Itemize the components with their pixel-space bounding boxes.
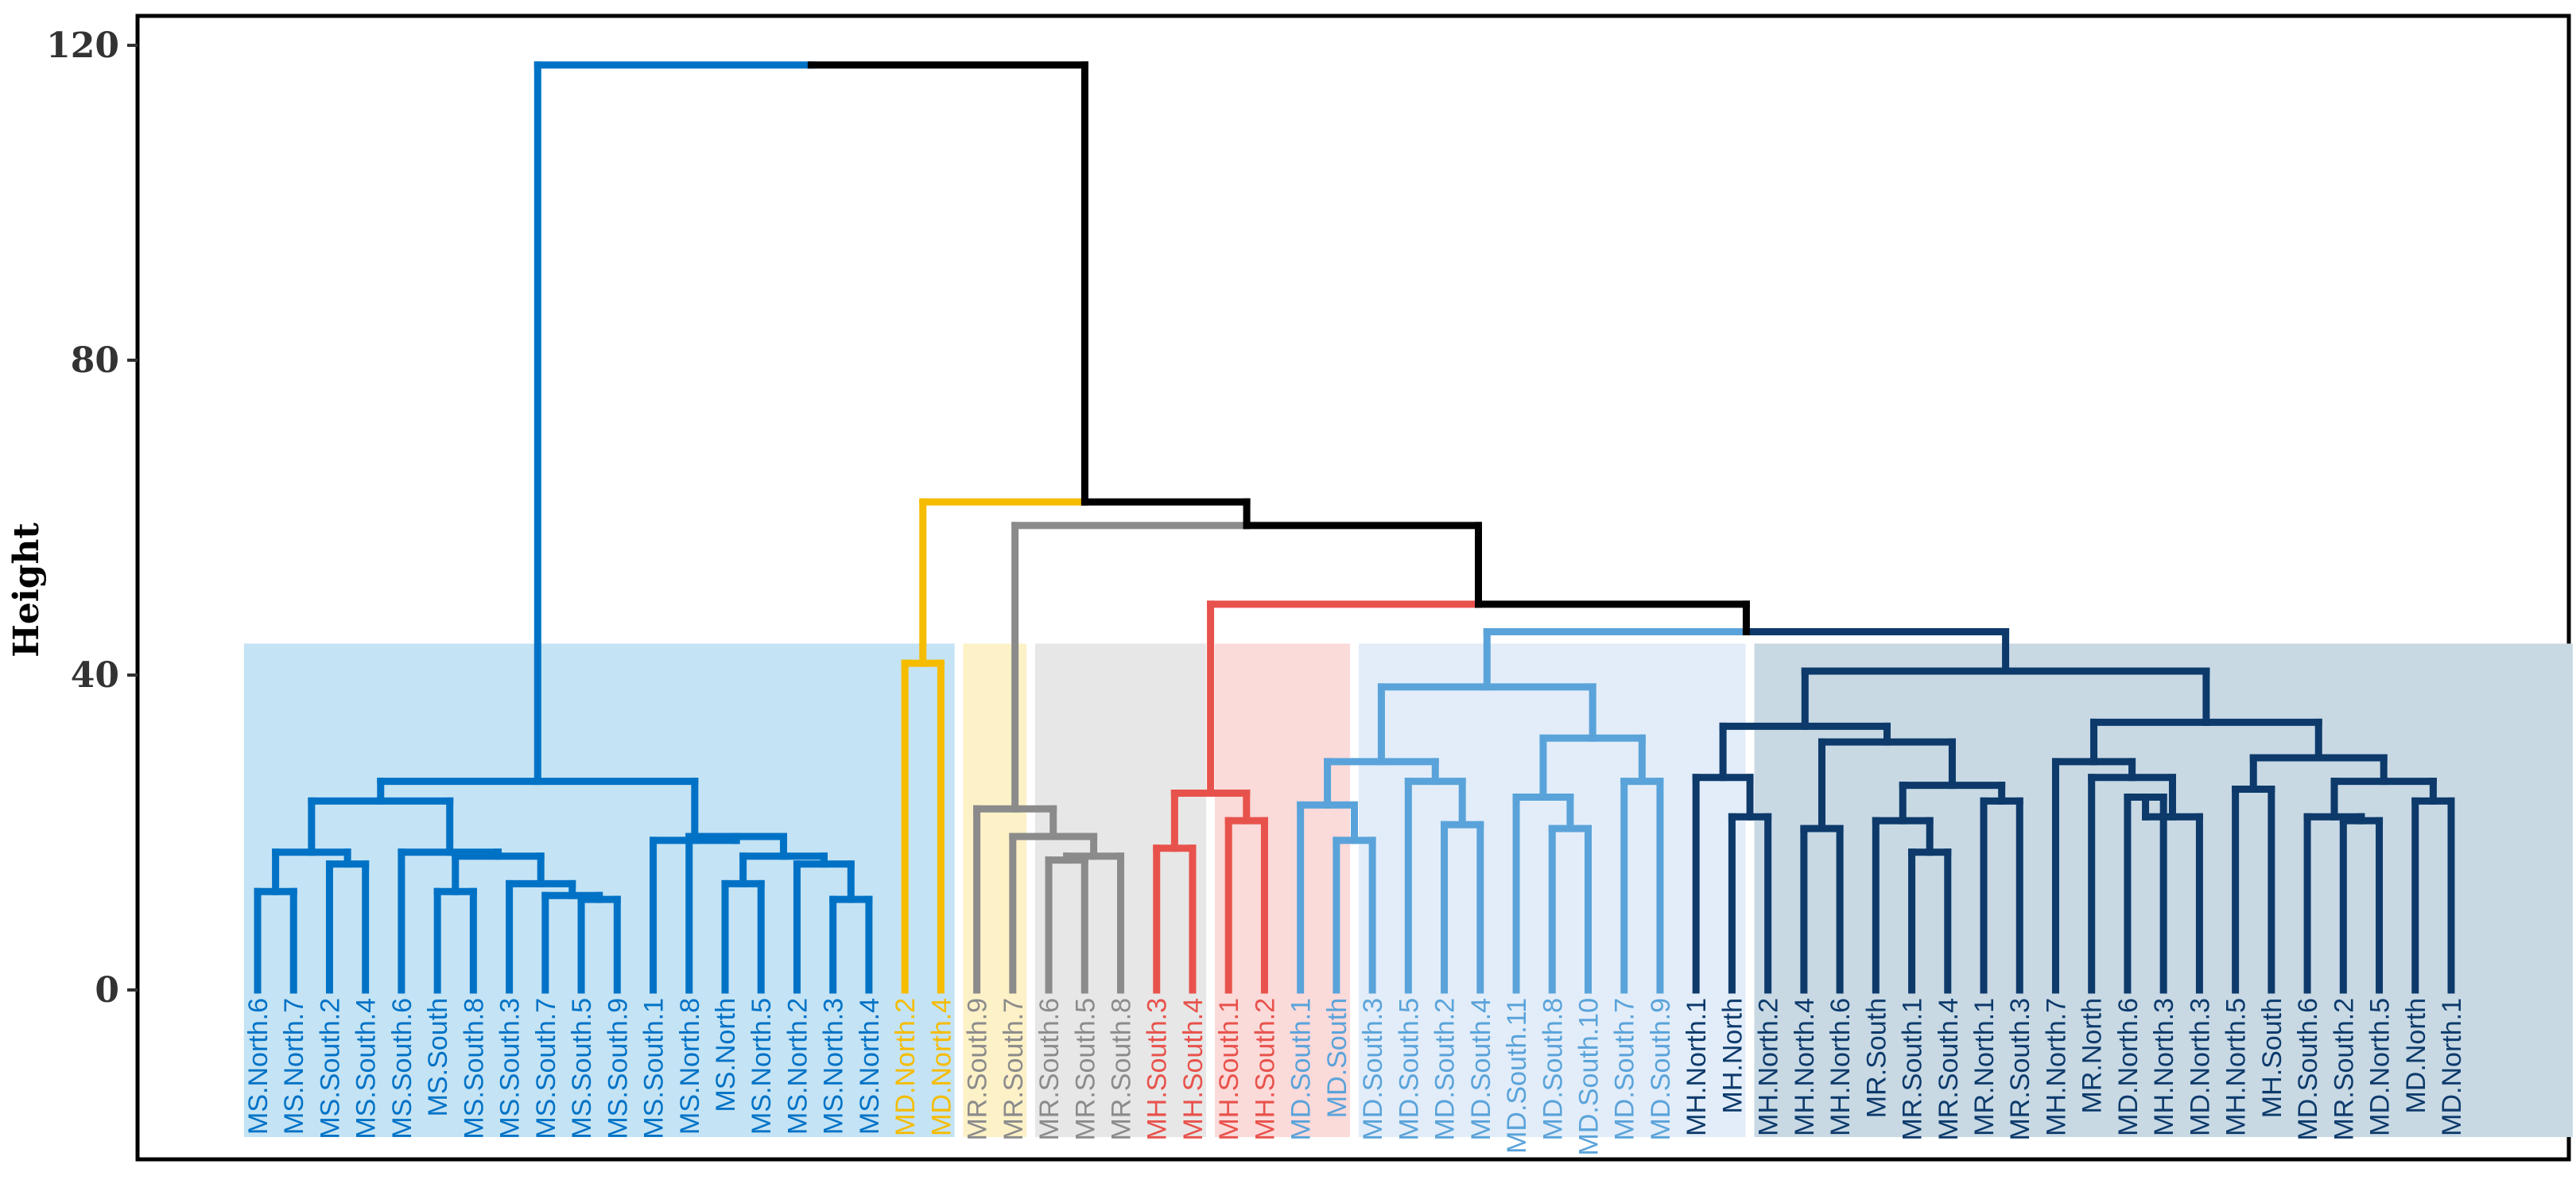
leaf-label: MS.North.6 xyxy=(243,998,274,1135)
leaf-label: MS.North.2 xyxy=(782,998,813,1135)
leaf-label: MD.North.2 xyxy=(890,998,921,1136)
leaf-label: MR.South.6 xyxy=(1034,998,1065,1141)
leaf-label: MH.North.6 xyxy=(1825,998,1856,1136)
leaf-label: MD.North xyxy=(2401,998,2431,1113)
leaf-label: MR.South.5 xyxy=(1070,998,1100,1141)
leaf-label: MD.South.5 xyxy=(1394,998,1424,1141)
leaf-label: MS.South.3 xyxy=(495,998,526,1139)
leaf-label: MS.North.5 xyxy=(747,998,777,1135)
y-tick-label: 80 xyxy=(71,340,119,381)
leaf-label: MD.North.3 xyxy=(2185,998,2215,1136)
leaf-label: MR.South.3 xyxy=(2005,998,2035,1141)
leaf-label: MS.North.7 xyxy=(279,998,309,1135)
leaf-label: MD.South.8 xyxy=(1538,998,1568,1141)
leaf-label: MH.South xyxy=(2257,998,2287,1118)
leaf-label: MS.South.1 xyxy=(639,998,669,1139)
leaf-label: MH.North.1 xyxy=(1682,998,1712,1136)
leaf-label: MS.South xyxy=(423,998,453,1116)
cluster-rect-mh_south xyxy=(1215,643,1351,1137)
leaf-label: MR.North.1 xyxy=(1969,998,2000,1136)
leaf-label: MS.South.5 xyxy=(567,998,597,1139)
leaf-label: MH.South.3 xyxy=(1143,998,1173,1141)
leaf-label: MD.South.11 xyxy=(1502,998,1532,1154)
leaf-label: MH.North.7 xyxy=(2041,998,2071,1136)
leaf-label: MD.South.3 xyxy=(1358,998,1388,1141)
y-tick-label: 0 xyxy=(95,970,119,1011)
leaf-label: MD.North.6 xyxy=(2113,998,2143,1136)
leaf-label: MR.South.7 xyxy=(999,998,1029,1141)
leaf-label: MS.South.8 xyxy=(459,998,489,1139)
plot-border xyxy=(135,14,2571,1162)
leaf-label: MD.South.6 xyxy=(2293,998,2323,1141)
leaf-label: MH.North.4 xyxy=(1790,998,1820,1136)
leaf-label: MD.South.7 xyxy=(1610,998,1640,1141)
leaf-label: MR.North xyxy=(2077,998,2108,1113)
leaf-label: MH.South.4 xyxy=(1178,998,1208,1141)
leaf-label: MH.North.3 xyxy=(2149,998,2179,1136)
leaf-label: MD.North.4 xyxy=(926,998,956,1136)
leaf-label: MD.North.1 xyxy=(2437,998,2467,1136)
leaf-label: MS.North.8 xyxy=(675,998,705,1135)
leaf-label: MS.North.3 xyxy=(819,998,849,1135)
leaf-label: MS.South.6 xyxy=(387,998,417,1139)
dendrogram-branches xyxy=(254,61,2455,994)
leaf-label: MD.South.10 xyxy=(1573,998,1604,1155)
leaf-label: MR.South xyxy=(1861,998,1891,1118)
leaf-label: MD.North.5 xyxy=(2365,998,2396,1136)
leaf-label: MD.South.2 xyxy=(1430,998,1461,1141)
leaf-label: MS.South.4 xyxy=(351,998,382,1139)
y-tick-label: 40 xyxy=(71,655,119,696)
leaf-label: MH.North.2 xyxy=(1754,998,1784,1136)
leaf-label: MD.South xyxy=(1322,998,1352,1118)
y-tick-label: 120 xyxy=(46,25,119,66)
leaf-label: MR.South.2 xyxy=(2329,998,2359,1141)
leaf-labels: MS.North.6 MS.North.7 MS.South.2 MS.South.4… xyxy=(243,998,2467,1155)
leaf-label: MH.North.5 xyxy=(2221,998,2252,1136)
y-axis-title: Height xyxy=(6,522,47,658)
leaf-label: MD.South.4 xyxy=(1466,998,1496,1141)
leaf-label: MR.South.8 xyxy=(1107,998,1137,1141)
leaf-label: MS.North xyxy=(711,998,741,1112)
y-axis: 0 40 80 120 xyxy=(46,25,138,1011)
leaf-label: MR.South.4 xyxy=(1934,998,1964,1141)
leaf-label: MH.South.1 xyxy=(1214,998,1244,1141)
leaf-label: MR.South.9 xyxy=(963,998,993,1141)
leaf-label: MR.South.1 xyxy=(1898,998,1928,1141)
leaf-label: MS.North.4 xyxy=(855,998,885,1135)
leaf-label: MD.South.9 xyxy=(1646,998,1676,1141)
leaf-label: MS.South.9 xyxy=(603,998,633,1139)
leaf-label: MH.North xyxy=(1717,998,1748,1113)
leaf-label: MS.South.2 xyxy=(315,998,345,1139)
leaf-label: MH.South.2 xyxy=(1250,998,1280,1141)
leaf-label: MD.South.1 xyxy=(1286,998,1317,1141)
leaf-label: MS.South.7 xyxy=(531,998,561,1139)
